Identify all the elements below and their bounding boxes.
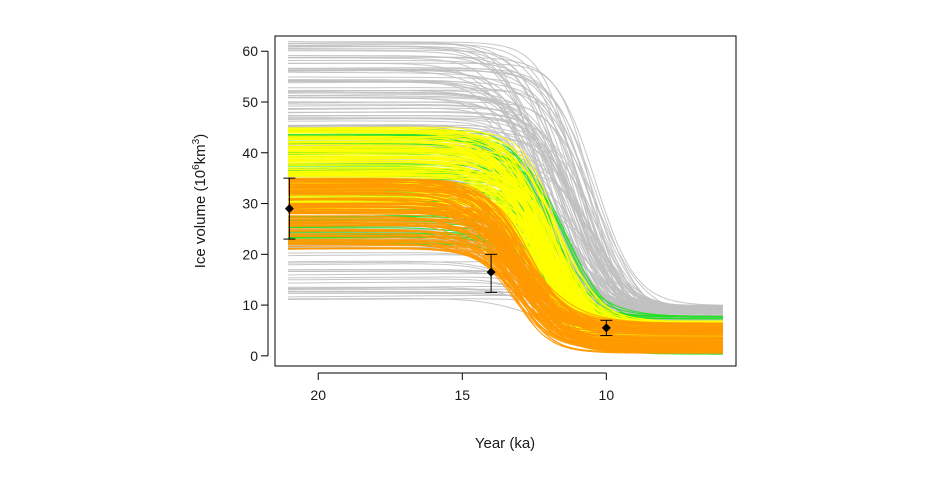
x-tick-label: 10	[599, 387, 615, 403]
observation-marker	[601, 323, 611, 333]
y-axis-title: Ice volume (106km3)	[191, 134, 209, 269]
y-tick-label: 50	[242, 94, 258, 110]
observation-0	[283, 177, 296, 240]
plot-frame	[274, 35, 737, 367]
y-tick-label: 40	[242, 145, 258, 161]
y-axis: 0 10 20 30 40 50 60	[242, 43, 269, 364]
ensemble-line-0-137	[288, 292, 723, 307]
ensemble-line-3-119	[288, 230, 723, 343]
observation-marker	[486, 267, 496, 277]
y-tick-label: 20	[242, 246, 258, 262]
x-tick-label: 15	[454, 387, 470, 403]
ensemble-line-3-112	[287, 206, 723, 333]
ensemble-line-0-168	[288, 57, 723, 311]
ensemble-line-0-164	[288, 124, 723, 308]
ensemble-line-3-117	[288, 192, 723, 330]
observation-2	[600, 319, 613, 337]
y-tick-label: 10	[242, 297, 258, 313]
observation-marker	[284, 204, 294, 214]
ensemble-line-3-114	[288, 194, 723, 351]
ensemble-line-3-75	[288, 241, 723, 325]
ensemble-line-3-106	[288, 205, 723, 354]
ensemble-line-3-66	[288, 222, 723, 342]
observation-1	[485, 253, 498, 293]
ensemble-line-3-118	[288, 224, 723, 345]
ensemble-line-3-100	[288, 190, 723, 341]
ensemble-line-3-103	[288, 179, 723, 346]
ensemble-line-3-116	[288, 209, 723, 346]
observations	[283, 177, 613, 337]
ensemble-line-3-108	[288, 192, 724, 329]
x-axis-title: Year (ka)	[475, 435, 535, 452]
ensemble-line-3-102	[288, 183, 723, 344]
x-tick-label: 20	[310, 387, 326, 403]
y-tick-label: 30	[242, 196, 258, 212]
y-tick-label: 60	[242, 43, 258, 59]
ensemble-line-3-84	[288, 229, 724, 351]
ensemble-line-3-115	[288, 239, 723, 327]
ensemble-line-2-97	[288, 165, 723, 323]
ensemble-line-3-107	[288, 233, 723, 334]
ensemble-line-3-88	[288, 248, 723, 332]
ensemble-line-3-111	[288, 215, 723, 353]
ensemble-line-2-138	[288, 149, 723, 337]
ensemble-line-2-112	[288, 171, 723, 325]
ensemble-series	[287, 41, 724, 355]
x-axis: 20 15 10	[310, 372, 615, 403]
y-tick-label: 0	[250, 348, 258, 364]
ensemble-line-3-101	[288, 179, 723, 340]
